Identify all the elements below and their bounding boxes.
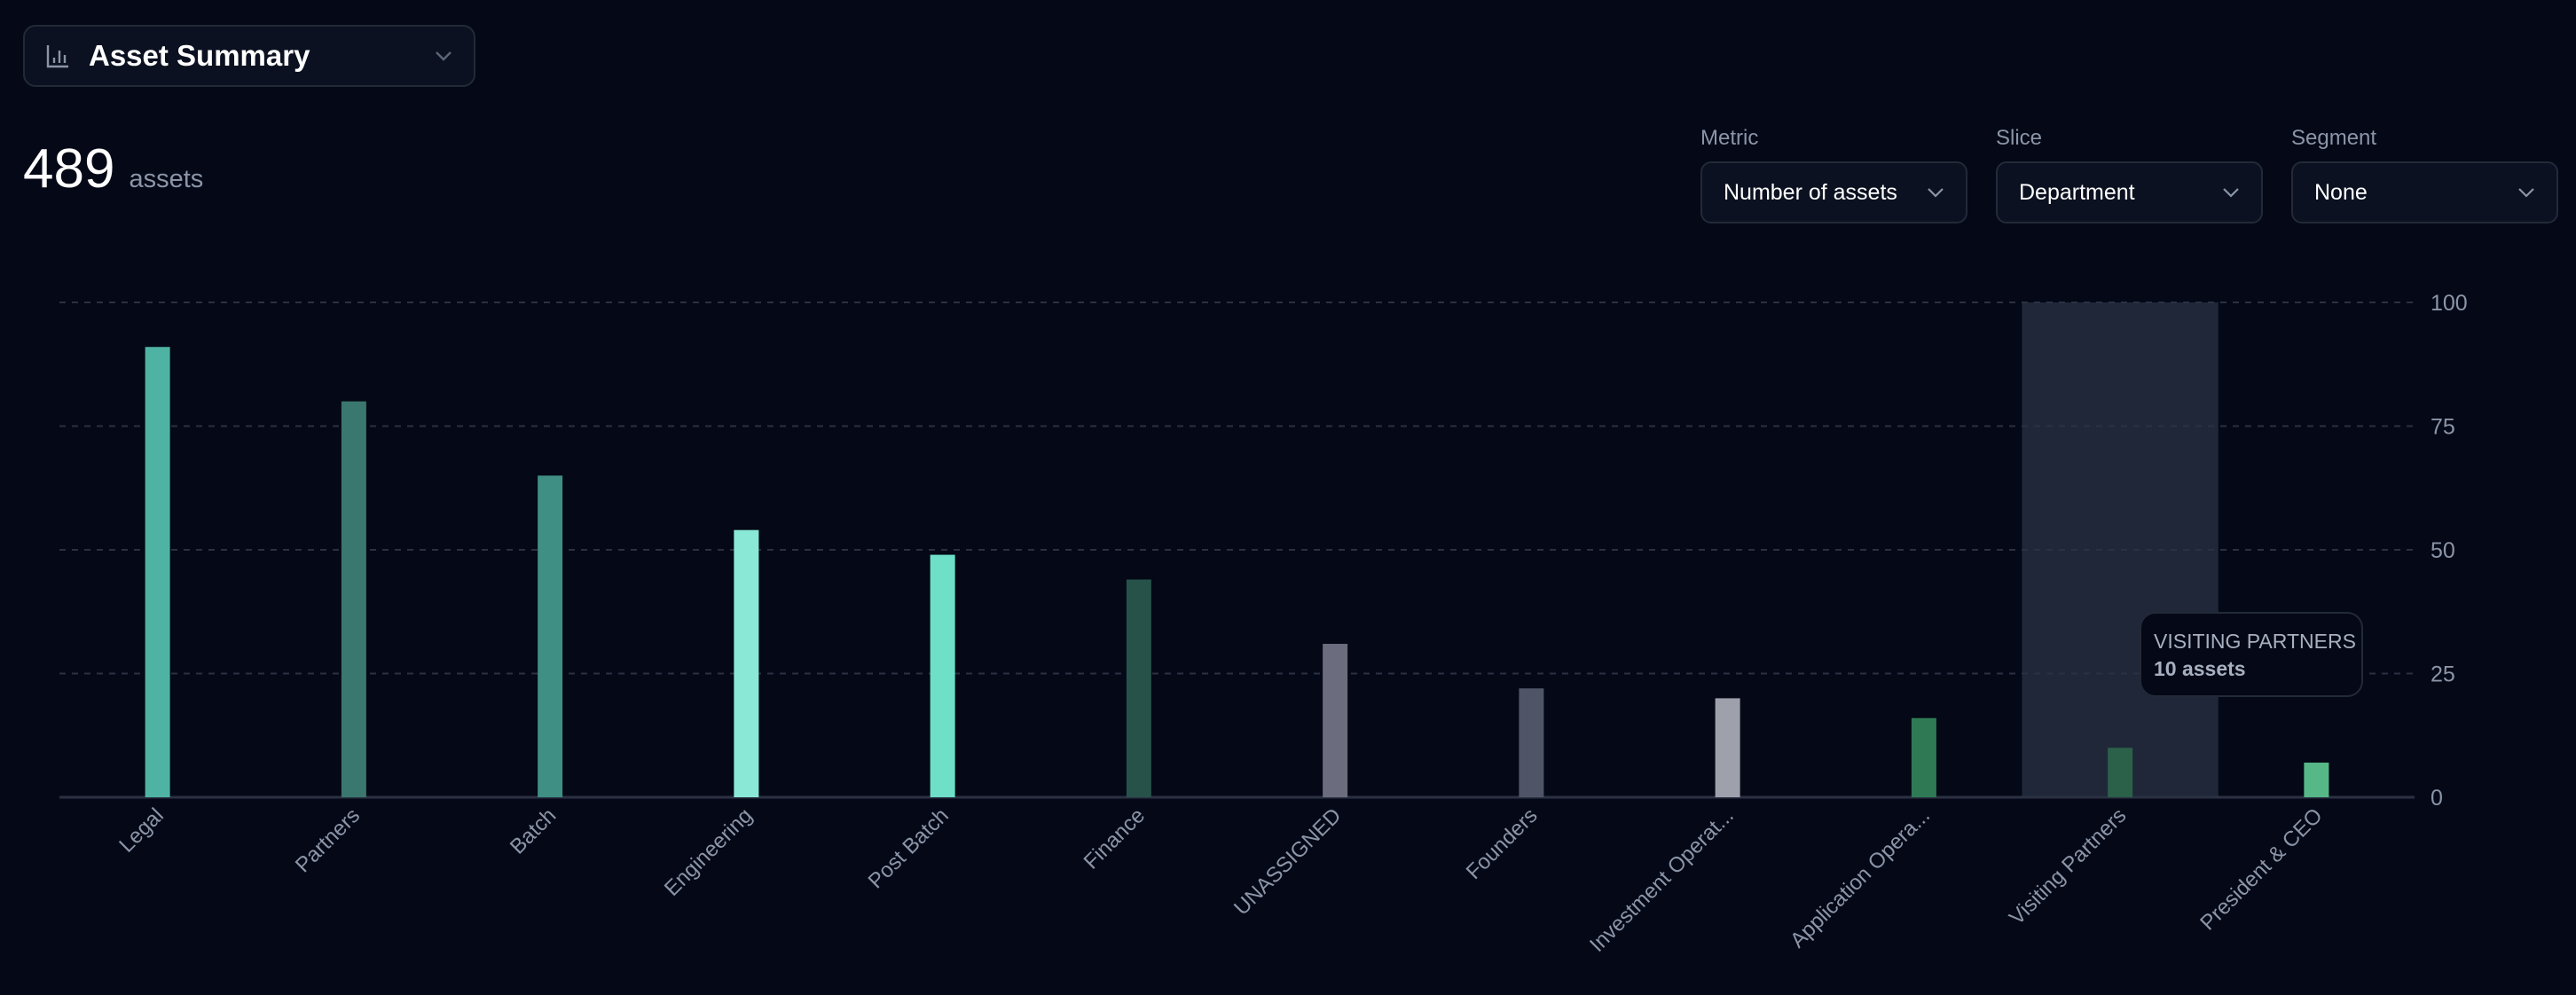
bar[interactable] bbox=[2108, 748, 2133, 797]
slice-select[interactable]: Department bbox=[1996, 161, 2263, 223]
x-tick-label: UNASSIGNED bbox=[1229, 803, 1346, 920]
metric-control: Metric Number of assets bbox=[1700, 126, 1967, 223]
bar[interactable] bbox=[1126, 579, 1151, 797]
segment-control: Segment None bbox=[2291, 126, 2558, 223]
bar[interactable] bbox=[145, 347, 170, 797]
chart-title: Asset Summary bbox=[89, 39, 310, 72]
tooltip-value: 10 assets bbox=[2154, 657, 2246, 680]
segment-label: Segment bbox=[2291, 126, 2377, 150]
bar[interactable] bbox=[734, 529, 759, 797]
bar[interactable] bbox=[538, 475, 563, 797]
x-tick-label: Investment Operat... bbox=[1585, 803, 1739, 957]
metric-label: Metric bbox=[1700, 126, 1759, 150]
segment-value: None bbox=[2314, 179, 2368, 205]
tooltip-title: VISITING PARTNERS bbox=[2154, 630, 2356, 653]
y-tick-label: 25 bbox=[2431, 662, 2455, 687]
bar[interactable] bbox=[1715, 698, 1740, 797]
x-tick-label: Engineering bbox=[660, 803, 758, 901]
x-tick-label: Partners bbox=[291, 803, 365, 877]
chevron-down-icon bbox=[2223, 188, 2239, 198]
total-number: 489 bbox=[23, 138, 115, 200]
total-count: 489 assets bbox=[23, 137, 203, 200]
bar[interactable] bbox=[2304, 762, 2329, 797]
metric-value: Number of assets bbox=[1724, 179, 1897, 205]
bar[interactable] bbox=[930, 554, 955, 797]
bar[interactable] bbox=[1911, 717, 1936, 797]
y-tick-label: 75 bbox=[2431, 415, 2455, 440]
x-tick-label: Visiting Partners bbox=[2005, 803, 2131, 929]
y-tick-label: 50 bbox=[2431, 538, 2455, 563]
x-tick-label: President & CEO bbox=[2195, 803, 2327, 935]
bar[interactable] bbox=[1519, 688, 1544, 797]
bar[interactable] bbox=[1323, 644, 1348, 797]
x-tick-label: Application Opera... bbox=[1786, 803, 1935, 952]
chart-selector[interactable]: Asset Summary bbox=[23, 25, 475, 87]
bar[interactable] bbox=[341, 401, 366, 797]
total-unit: assets bbox=[129, 165, 204, 193]
metric-select[interactable]: Number of assets bbox=[1700, 161, 1967, 223]
x-tick-label: Legal bbox=[114, 803, 169, 858]
x-tick-label: Post Batch bbox=[864, 803, 954, 893]
x-tick-label: Finance bbox=[1080, 803, 1150, 874]
bar-chart-icon bbox=[46, 45, 68, 68]
y-tick-label: 0 bbox=[2431, 786, 2443, 811]
slice-control: Slice Department bbox=[1996, 126, 2263, 223]
y-tick-label: 100 bbox=[2431, 291, 2468, 316]
chevron-down-icon bbox=[1928, 188, 1944, 198]
chart-tooltip: VISITING PARTNERS 10 assets bbox=[2140, 612, 2363, 697]
x-tick-label: Batch bbox=[506, 803, 561, 858]
chevron-down-icon bbox=[436, 51, 452, 61]
segment-select[interactable]: None bbox=[2291, 161, 2558, 223]
x-tick-label: Founders bbox=[1462, 803, 1543, 884]
slice-value: Department bbox=[2019, 179, 2135, 205]
slice-label: Slice bbox=[1996, 126, 2043, 150]
chevron-down-icon bbox=[2518, 188, 2534, 198]
